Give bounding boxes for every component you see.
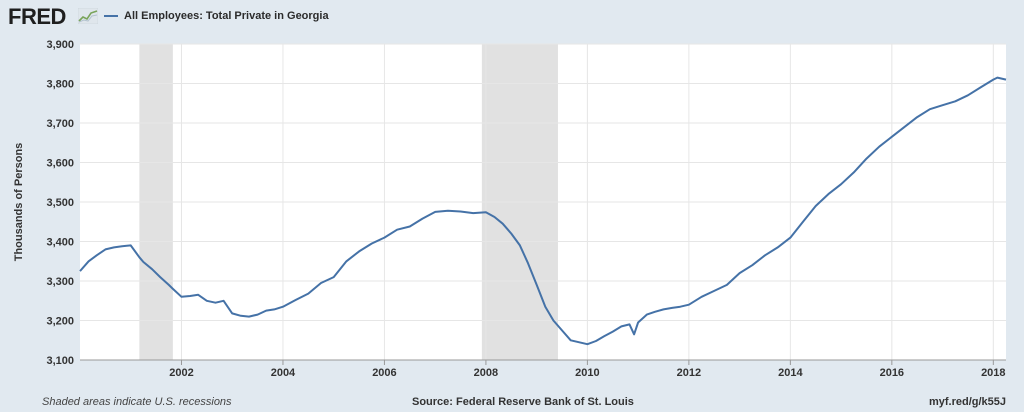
chart-area: 3,100 3,200 3,300 3,400 3,500 3,600 3,700 3,800… [0, 34, 1024, 380]
y-tick-label: 3,500 [46, 197, 74, 209]
y-tick-label: 3,400 [46, 237, 74, 249]
x-tick-label: 2014 [778, 367, 803, 379]
series-line-0[interactable] [79, 76, 1007, 346]
x-tick-label: 2006 [372, 367, 396, 379]
x-tick-label: 2012 [677, 367, 701, 379]
y-tick-label: 3,800 [46, 79, 74, 91]
x-tick-label: 2002 [169, 367, 193, 379]
short-link[interactable]: myf.red/g/k55J [928, 396, 1006, 408]
y-axis-label: Thousands of Persons [13, 143, 25, 262]
y-tick-label: 3,900 [46, 39, 74, 51]
legend[interactable]: All Employees: Total Private in Georgia [104, 10, 329, 22]
y-tick-label: 3,100 [46, 355, 74, 367]
y-tick-label: 3,600 [46, 158, 74, 170]
line-chart: 3,100 3,200 3,300 3,400 3,500 3,600 3,700 3,800… [13, 39, 1007, 379]
chart-footer: Shaded areas indicate U.S. recessions So… [0, 394, 1024, 412]
x-tick-label: 2004 [271, 367, 296, 379]
legend-line-swatch [104, 15, 118, 17]
fred-logo[interactable]: FRED [8, 4, 66, 29]
chart-header: FRED All Employees: Total Private in Geo… [0, 0, 1024, 34]
x-tick-label: 2010 [575, 367, 599, 379]
y-tick-label: 3,300 [46, 276, 74, 288]
recession-note: Shaded areas indicate U.S. recessions [42, 396, 232, 408]
x-tick-label: 2016 [880, 367, 904, 379]
y-tick-label: 3,200 [46, 316, 74, 328]
legend-series-label: All Employees: Total Private in Georgia [124, 10, 329, 22]
x-tick-label: 2008 [474, 367, 498, 379]
x-tick-label: 2018 [981, 367, 1005, 379]
y-tick-label: 3,700 [46, 118, 74, 130]
source-note: Source: Federal Reserve Bank of St. Loui… [412, 396, 634, 408]
fred-logo-graph-icon [78, 8, 98, 24]
